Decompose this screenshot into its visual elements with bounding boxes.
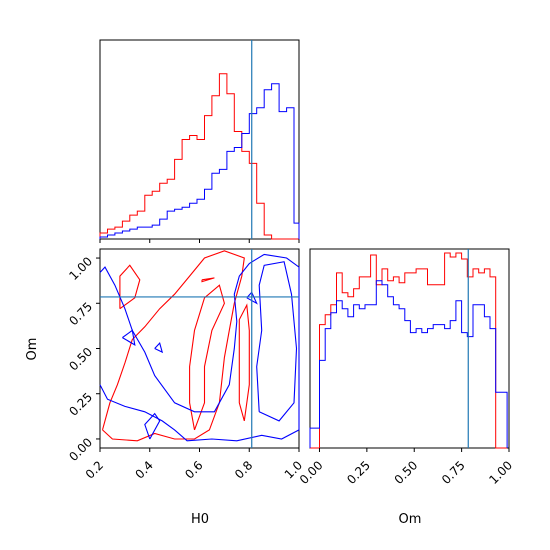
om-x-ticks: 0.00 0.25 0.50 0.75 1.00 — [297, 448, 515, 487]
joint-y-ticks: 0.00 0.25 0.50 0.75 1.00 — [66, 254, 100, 464]
joint-y-tick-label-2: 0.50 — [66, 345, 95, 374]
h0-histogram-panel — [99, 39, 300, 243]
joint-x-tick-label-3: 0.8 — [232, 458, 255, 481]
contour-blue-7 — [144, 412, 161, 440]
joint-y-tick-label-3: 0.75 — [66, 299, 95, 328]
h0-histogram-ticks — [99, 239, 300, 243]
joint-x-tick-label-0: 0.2 — [83, 458, 106, 481]
contour-blue-5 — [99, 253, 300, 442]
om-x-tick-label-3: 0.75 — [439, 458, 468, 487]
om-x-tick-label-1: 0.25 — [344, 458, 373, 487]
h0-histogram-red — [99, 73, 299, 240]
contour-blue-8 — [122, 329, 136, 346]
joint-x-tick-label-1: 0.4 — [132, 458, 155, 481]
joint-y-tick-label-4: 1.00 — [66, 254, 95, 283]
joint-x-tick-label-2: 0.6 — [182, 458, 205, 481]
joint-y-axis-label: Om — [25, 338, 40, 361]
contour-red-0 — [101, 250, 245, 442]
joint-x-axis-label: H0 — [191, 512, 209, 527]
joint-y-tick-label-0: 0.00 — [66, 435, 95, 464]
h0-histogram-blue — [99, 83, 300, 239]
joint-y-tick-label-1: 0.25 — [66, 390, 95, 419]
om-x-axis-label: Om — [399, 512, 422, 527]
om-x-tick-label-2: 0.50 — [392, 458, 421, 487]
contour-blue-6 — [256, 261, 298, 422]
om-histogram-panel: 0.00 0.25 0.50 0.75 1.00 Om — [297, 248, 515, 527]
joint-contours — [99, 250, 300, 442]
om-histogram-blue — [309, 280, 508, 448]
contour-red-3 — [238, 303, 250, 422]
om-histogram-frame — [309, 248, 510, 449]
contour-red-2 — [119, 264, 141, 310]
contour-red-4 — [201, 277, 215, 283]
joint-contour-panel: 0.2 0.4 0.6 0.8 1.0 0.000.250.500.751.00 H0 … — [25, 248, 305, 527]
om-histogram-red — [310, 252, 508, 449]
om-x-tick-label-4: 1.00 — [486, 458, 515, 487]
contour-blue-9 — [154, 342, 164, 354]
om-x-tick-label-0: 0.00 — [297, 458, 326, 487]
joint-x-ticks: 0.2 0.4 0.6 0.8 1.0 — [83, 448, 305, 482]
contour-red-1 — [189, 284, 225, 431]
